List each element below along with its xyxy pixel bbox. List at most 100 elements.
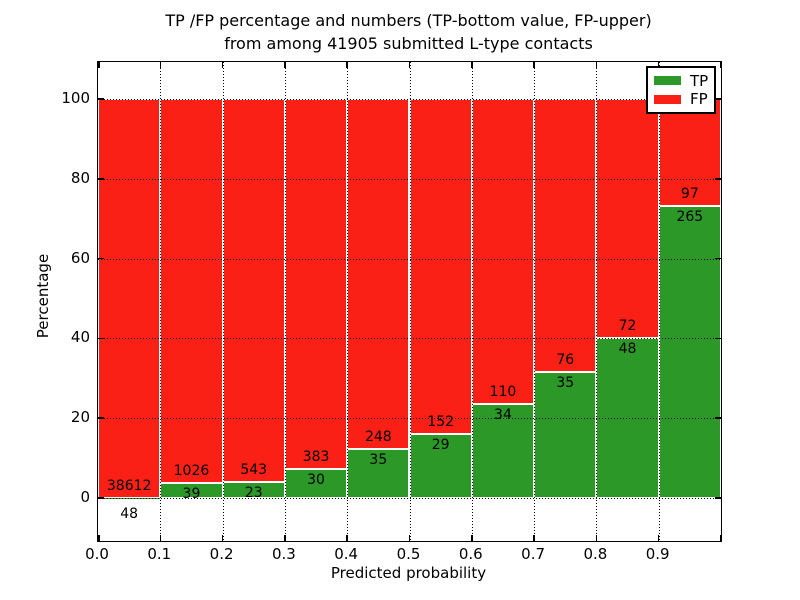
- y-tick-label: 80: [70, 168, 90, 187]
- fp-count-label: 97: [680, 185, 699, 202]
- gridline-horizontal: [98, 99, 721, 100]
- gridline-vertical: [596, 62, 598, 541]
- y-tick-mark: [715, 98, 721, 100]
- x-tick-mark: [221, 62, 224, 68]
- x-tick-mark: [221, 535, 224, 541]
- gridline-vertical: [222, 62, 224, 541]
- y-axis-label: Percentage: [34, 253, 52, 339]
- x-tick-mark: [533, 62, 535, 68]
- x-tick-mark: [98, 535, 100, 541]
- gridline-vertical: [284, 62, 286, 541]
- gridline-horizontal: [98, 178, 721, 180]
- x-tick-mark: [284, 62, 286, 68]
- y-tick-label: 20: [70, 408, 90, 427]
- fp-count-label: 110: [489, 383, 517, 400]
- tp-count-label: 29: [431, 437, 450, 454]
- y-tick-label: 0: [80, 488, 90, 506]
- y-tick-mark: [715, 417, 721, 419]
- tp-bar-segment: [534, 372, 597, 498]
- y-tick-label: 100: [61, 89, 90, 107]
- fp-bar-segment: [347, 99, 410, 449]
- fp-legend-swatch: [654, 94, 681, 104]
- fp-bar-segment: [98, 99, 161, 498]
- fp-count-label: 72: [618, 318, 637, 335]
- y-tick-mark: [98, 497, 104, 499]
- fp-bar-segment: [409, 99, 472, 435]
- fp-bar-segment: [596, 99, 659, 339]
- y-tick-mark: [715, 178, 721, 180]
- fp-bar-segment: [222, 99, 285, 482]
- x-tick-label: 0.7: [521, 545, 546, 563]
- y-tick-mark: [98, 257, 104, 260]
- gridline-vertical: [658, 62, 660, 541]
- legend: TP FP: [646, 66, 716, 114]
- legend-entry-tp: TP: [654, 73, 708, 89]
- fp-bar-segment: [534, 99, 597, 373]
- x-tick-mark: [595, 535, 598, 541]
- fp-count-label: 76: [556, 352, 575, 369]
- tp-count-label: 23: [244, 484, 263, 501]
- gridline-horizontal: [98, 338, 721, 340]
- fp-bar-segment: [284, 99, 348, 470]
- fp-bar-segment: [471, 99, 535, 404]
- x-axis-label: Predicted probability: [330, 564, 487, 582]
- y-tick-mark: [98, 417, 104, 419]
- x-tick-label: 0.0: [85, 545, 109, 563]
- tp-bar-segment: [471, 403, 535, 498]
- y-tick-label: 40: [70, 328, 90, 347]
- x-tick-label: 0.6: [458, 545, 483, 563]
- x-tick-mark: [408, 535, 411, 541]
- gridline-horizontal: [98, 498, 721, 499]
- x-tick-mark: [159, 62, 162, 68]
- tp-bar-segment: [347, 448, 410, 498]
- x-tick-label: 0.2: [209, 545, 234, 563]
- x-tick-mark: [719, 62, 721, 68]
- fp-legend-label: FP: [690, 90, 708, 109]
- tp-legend-swatch: [654, 76, 681, 86]
- gridline-horizontal: [98, 418, 721, 420]
- y-tick-mark: [98, 178, 104, 180]
- fp-count-label: 543: [240, 461, 268, 478]
- tp-count-label: 39: [182, 486, 201, 503]
- y-tick-mark: [715, 257, 721, 260]
- chart-title-line2: from among 41905 submitted L-type contac…: [224, 34, 593, 53]
- x-tick-mark: [657, 535, 660, 541]
- x-tick-mark: [657, 62, 660, 68]
- gridline-vertical: [471, 62, 473, 541]
- chart-title: TP /FP percentage and numbers (TP-bottom…: [97, 9, 720, 55]
- x-tick-mark: [346, 62, 348, 68]
- tp-count-label: 48: [618, 341, 637, 358]
- x-tick-label: 0.5: [396, 545, 421, 563]
- x-tick-mark: [408, 62, 411, 68]
- y-tick-label: 60: [70, 248, 90, 267]
- plot-area: 38612 48 1026 39 543 23 383 30 248 35 152 29 110 34 76…: [97, 61, 722, 542]
- y-tick-mark: [715, 497, 721, 499]
- gridline-vertical: [534, 62, 536, 541]
- fp-count-label: 248: [364, 428, 392, 445]
- tp-count-label: 35: [369, 451, 388, 468]
- x-tick-mark: [471, 535, 473, 541]
- tp-bar-segment: [409, 434, 472, 498]
- y-tick-mark: [715, 337, 721, 340]
- x-tick-mark: [98, 62, 100, 68]
- tp-count-label: 34: [494, 406, 512, 423]
- tp-count-label: 30: [307, 472, 325, 489]
- x-tick-mark: [533, 535, 535, 541]
- x-tick-label: 0.4: [334, 545, 359, 563]
- x-tick-label: 0.8: [583, 545, 608, 563]
- fp-count-label: 152: [427, 414, 455, 431]
- tp-count-label: 35: [556, 375, 575, 392]
- fp-count-label: 1026: [173, 463, 210, 480]
- tp-legend-label: TP: [690, 71, 709, 90]
- tp-count-label: 48: [120, 505, 139, 522]
- fp-count-label: 38612: [106, 477, 152, 494]
- x-tick-mark: [719, 535, 721, 541]
- chart-title-line1: TP /FP percentage and numbers (TP-bottom…: [165, 11, 652, 30]
- gridline-vertical: [347, 62, 349, 541]
- gridline-vertical: [409, 62, 411, 541]
- tp-bar-segment: [98, 497, 161, 499]
- x-tick-mark: [284, 535, 286, 541]
- y-tick-mark: [98, 337, 104, 340]
- gridline-vertical: [160, 62, 162, 541]
